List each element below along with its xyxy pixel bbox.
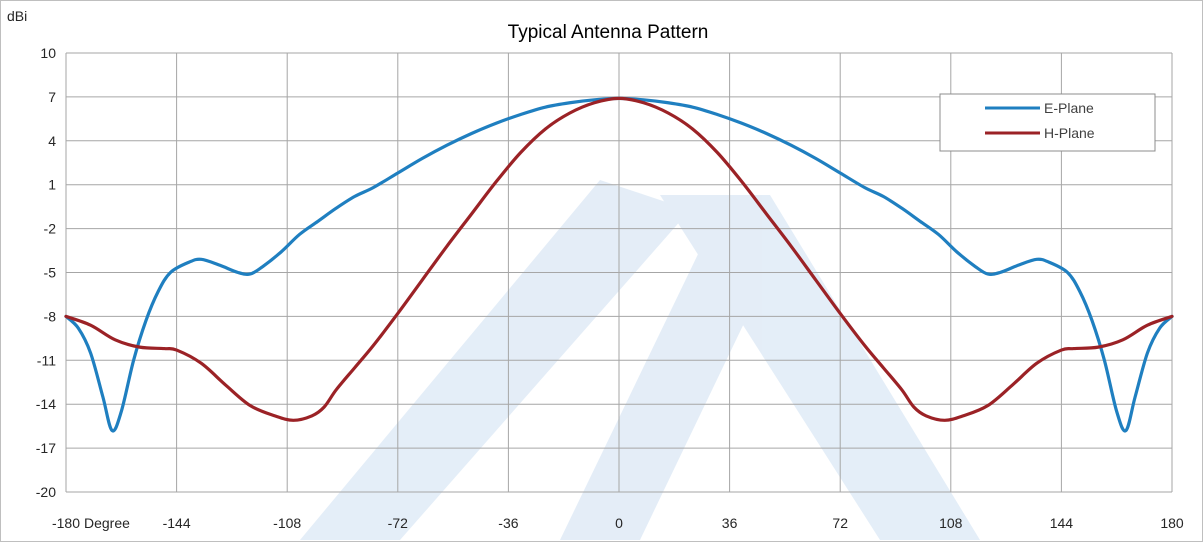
- y-tick-label: -5: [44, 265, 57, 281]
- x-tick-label: 72: [832, 515, 848, 531]
- chart-title: Typical Antenna Pattern: [508, 22, 709, 43]
- x-tick-label: 0: [615, 515, 623, 531]
- x-tick-label: 144: [1050, 515, 1074, 531]
- y-tick-label: -17: [36, 440, 56, 456]
- legend-box: [939, 93, 1156, 152]
- y-tick-label: -8: [44, 308, 57, 324]
- legend: E-Plane H-Plane: [939, 93, 1156, 152]
- x-tick-label: -72: [388, 515, 408, 531]
- y-tick-label: 4: [48, 133, 56, 149]
- x-tick-label: 108: [939, 515, 963, 531]
- x-tick-label: -144: [163, 515, 191, 531]
- x-tick-label: -108: [273, 515, 301, 531]
- y-axis-ticks: 10 7 4 1 -2 -5 -8 -11 -14 -17 -20: [36, 45, 56, 500]
- y-tick-label: -14: [36, 396, 56, 412]
- x-tick-label: 36: [722, 515, 738, 531]
- series-lines: [64, 96, 1174, 433]
- y-tick-label: 7: [48, 89, 56, 105]
- y-tick-label: 1: [48, 177, 56, 193]
- legend-label-h-plane: H-Plane: [1044, 125, 1095, 141]
- legend-label-e-plane: E-Plane: [1044, 100, 1094, 116]
- y-axis-label: dBi: [7, 8, 27, 24]
- y-tick-label: -20: [36, 484, 56, 500]
- series-line-h-plane: [64, 96, 1174, 422]
- x-tick-label: -36: [498, 515, 518, 531]
- x-axis-label: Degree: [84, 515, 130, 531]
- y-tick-label: -11: [37, 352, 56, 368]
- x-tick-label: 180: [1160, 515, 1184, 531]
- x-axis-ticks: -180 -144 -108 -72 -36 0 36 72 108 144 180: [52, 515, 1184, 531]
- y-tick-label: -2: [44, 221, 57, 237]
- x-tick-label: -180: [52, 515, 80, 531]
- y-tick-label: 10: [40, 45, 56, 61]
